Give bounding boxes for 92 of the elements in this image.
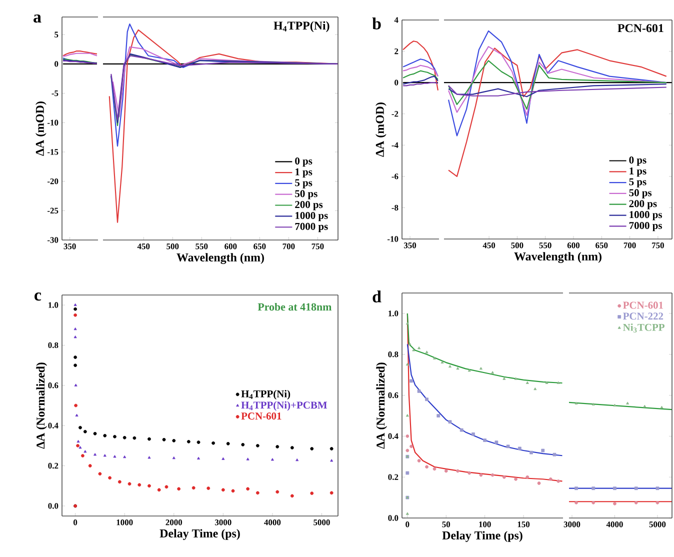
y-tick-label: 0.4 <box>48 422 58 428</box>
text: a <box>34 14 42 23</box>
legend-label: H$_{4}$TPP(Ni) <box>241 390 290 400</box>
legend-label: 1 ps <box>296 168 312 178</box>
x-tick-label: 5000 <box>649 522 666 528</box>
legend-label: 5 ps <box>295 179 312 188</box>
x-tick-label: 350 <box>64 244 76 250</box>
x-tick-label: 350 <box>404 242 416 248</box>
x-tick-label: 4000 <box>264 520 281 526</box>
x-tick-label: 550 <box>539 242 552 248</box>
legend-label: 50 ps <box>629 189 652 198</box>
y-tick-label: -20 <box>48 178 58 184</box>
x-tick-label: 3000 <box>564 522 580 528</box>
y-tick-label: -10 <box>48 120 58 126</box>
chart-title: H$_{4}$TPP(Ni) <box>274 21 330 32</box>
x-tick-label: 3000 <box>215 520 232 526</box>
legend-label: 200 ps <box>629 200 657 210</box>
y-tick-label: 0.6 <box>48 382 58 388</box>
text: b <box>372 18 381 30</box>
x-tick-label: 0 <box>406 522 410 528</box>
chart-title: PCN-601 <box>618 24 664 32</box>
x-tick-label: 500 <box>166 244 179 250</box>
x-axis-title: Wavelength (nm) <box>514 252 602 264</box>
y-tick-label: 1.0 <box>388 310 398 316</box>
legend-label: 7000 ps <box>295 222 328 232</box>
y-tick-label: -30 <box>48 237 58 243</box>
y-tick-label: 0.8 <box>48 342 58 348</box>
y-tick-label: 0.4 <box>388 433 398 440</box>
x-tick-label: 2000 <box>166 520 182 526</box>
legend-label: PCN-222 <box>623 312 664 320</box>
x-tick-label: 700 <box>624 242 636 248</box>
x-tick-label: 100 <box>479 522 491 528</box>
y-tick-label: 0 <box>54 61 58 67</box>
y-tick-label: 0.0 <box>48 503 58 509</box>
legend-label: 5 ps <box>629 178 646 188</box>
y-tick-label: 4 <box>394 17 398 23</box>
x-tick-label: 50 <box>442 522 450 528</box>
x-tick-label: 500 <box>511 242 524 248</box>
y-tick-label: 5 <box>54 32 58 38</box>
x-tick-label: 750 <box>652 242 664 248</box>
legend-label: 0 ps <box>629 156 646 166</box>
y-axis-title: ΔA (Normalized) <box>36 362 48 449</box>
y-tick-label: 0.8 <box>388 351 398 358</box>
legend-label: 1 ps <box>630 167 646 177</box>
text: d <box>372 290 382 302</box>
x-tick-label: 150 <box>518 522 530 528</box>
y-tick-label: -6 <box>392 174 398 180</box>
y-axis-title: ΔA (Normalized) <box>376 362 388 449</box>
legend-label: Ni$_{3}$TCPP <box>623 324 664 332</box>
text: c <box>34 292 42 301</box>
y-tick-label: 1.0 <box>48 302 58 308</box>
y-tick-label: 0.6 <box>388 392 398 398</box>
y-tick-label: 0.2 <box>388 474 398 480</box>
x-tick-label: 5000 <box>314 520 330 526</box>
x-axis-title: Delay Time (ps) <box>442 531 522 542</box>
legend-label: 1000 ps <box>630 211 662 220</box>
legend-label: 1000 ps <box>296 212 328 222</box>
y-tick-label: -2 <box>392 111 398 117</box>
y-tick-label: -15 <box>48 149 58 155</box>
legend-label: 0 ps <box>295 157 312 167</box>
y-axis-title: ΔA (mOD) <box>36 102 46 156</box>
legend-label: 200 ps <box>295 201 323 210</box>
x-tick-label: 650 <box>596 242 608 248</box>
legend-label: PCN-601 <box>241 412 282 420</box>
y-tick-label: -4 <box>392 142 398 148</box>
x-tick-label: 450 <box>482 242 496 248</box>
x-tick-label: 1000 <box>116 520 133 526</box>
x-axis-title: Delay Time (ps) <box>160 529 240 540</box>
y-axis-title: ΔA (mOD) <box>376 102 386 157</box>
y-tick-label: -10 <box>388 236 398 242</box>
legend-label: H$_{4}$TPP(Ni)+PCBM <box>241 401 327 411</box>
x-tick-label: 650 <box>254 244 266 250</box>
y-tick-label: -8 <box>392 204 398 211</box>
x-axis-title: Wavelength (nm) <box>176 253 264 264</box>
legend-label: PCN-601 <box>623 302 663 309</box>
annotation: Probe at 418nm <box>258 302 332 311</box>
x-tick-label: 700 <box>282 244 295 250</box>
y-tick-label: -5 <box>52 90 58 96</box>
x-tick-label: 550 <box>196 244 208 250</box>
y-tick-label: 0.0 <box>388 515 398 521</box>
legend-label: 7000 ps <box>629 222 662 232</box>
legend-label: 50 ps <box>295 190 318 200</box>
y-tick-label: 0 <box>394 80 398 86</box>
x-tick-label: 450 <box>137 244 150 250</box>
y-tick-label: 2 <box>394 48 398 54</box>
x-tick-label: 0 <box>74 520 78 526</box>
x-tick-label: 600 <box>567 242 580 248</box>
x-tick-label: 750 <box>312 244 324 250</box>
x-tick-label: 600 <box>224 244 237 250</box>
x-tick-label: 4000 <box>606 522 623 528</box>
y-tick-label: -25 <box>48 208 58 214</box>
y-tick-label: 0.2 <box>48 462 58 469</box>
